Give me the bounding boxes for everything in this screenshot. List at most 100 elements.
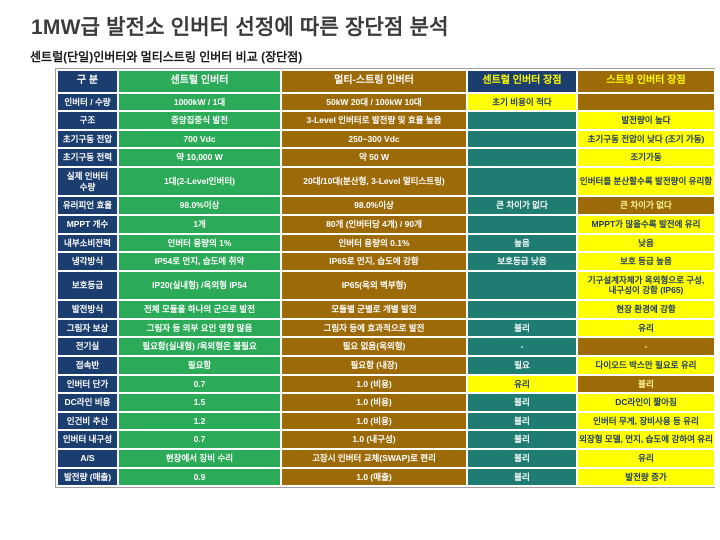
string-advantage-cell: - (576, 336, 716, 357)
table-row: A/S 현장에서 장비 수리 고장시 인버터 교체(SWAP)로 편리 불리 유리 (56, 448, 716, 469)
central-advantage-cell: 유리 (466, 373, 578, 395)
header-central-inverter: 센트럴 인버터 (117, 69, 282, 94)
row-label-cell: 보호등급 (56, 269, 119, 302)
page-subtitle: 센트럴(단일)인버터와 멀티스트링 인버터 비교 (장단점) (30, 50, 303, 64)
central-inverter-cell: 1개 (117, 213, 282, 235)
row-label-cell: DC라인 비용 (56, 392, 119, 413)
central-inverter-cell: IP54로 먼지, 습도에 취약 (117, 251, 282, 272)
row-label-cell: 인건비 추산 (56, 410, 119, 432)
central-advantage-cell (466, 269, 578, 302)
string-advantage-cell: 발전량이 높다 (576, 110, 716, 131)
header-string-advantage: 스트링 인버터 장점 (576, 69, 716, 94)
multi-string-cell: IP65로 먼지, 습도에 강함 (280, 251, 468, 272)
header-row: 구 분 센트럴 인버터 멀티-스트링 인버터 센트럴 인버터 장점 스트링 인버… (56, 69, 716, 94)
multi-string-cell: 50kW 20대 / 100kW 10대 (280, 91, 468, 113)
central-advantage-cell (466, 128, 578, 150)
row-label-cell: 인버터 단가 (56, 373, 119, 395)
string-advantage-cell: DC라인이 짧아짐 (576, 392, 716, 413)
central-advantage-cell (466, 165, 578, 198)
central-inverter-cell: 1000kW / 1대 (117, 91, 282, 113)
table-row: 접속반 필요함 필요함 (내장) 필요 다이오드 박스만 필요로 유리 (56, 354, 716, 376)
string-advantage-cell: 유리 (576, 317, 716, 339)
row-label-cell: 발전량 (매출) (56, 466, 119, 488)
multi-string-cell: 필요함 (내장) (280, 354, 468, 376)
table-row: 인버터 단가 0.7 1.0 (비용) 유리 불리 (56, 373, 716, 395)
row-label-cell: A/S (56, 448, 119, 469)
central-inverter-cell: 필요함(실내형) /옥외형은 불필요 (117, 336, 282, 357)
central-advantage-cell: 불리 (466, 429, 578, 450)
table-row: 초기구동 전압 700 Vdc 250~300 Vdc 초기구동 전압이 낮다 (조기… (56, 128, 716, 150)
string-advantage-cell: 낮음 (576, 232, 716, 254)
table-row: 내부소비전력 인버터 용량의 1% 인버터 용량의 0.1% 높음 낮음 (56, 232, 716, 254)
central-inverter-cell: 0.9 (117, 466, 282, 488)
row-label-cell: 실제 인버터 수량 (56, 165, 119, 198)
central-advantage-cell: - (466, 336, 578, 357)
central-advantage-cell (466, 299, 578, 320)
string-advantage-cell: 발전량 증가 (576, 466, 716, 488)
central-advantage-cell: 불리 (466, 392, 578, 413)
table-row: 냉각방식 IP54로 먼지, 습도에 취약 IP65로 먼지, 습도에 강함 보호등급… (56, 251, 716, 272)
central-advantage-cell: 불리 (466, 317, 578, 339)
central-inverter-cell: 0.7 (117, 373, 282, 395)
multi-string-cell: 80개 (인버터당 4개) / 90개 (280, 213, 468, 235)
central-inverter-cell: 1대(2-Level인버터) (117, 165, 282, 198)
central-advantage-cell: 불리 (466, 448, 578, 469)
row-label-cell: MPPT 개수 (56, 213, 119, 235)
central-advantage-cell: 보호등급 낮음 (466, 251, 578, 272)
row-label-cell: 접속반 (56, 354, 119, 376)
table-row: 그림자 보상 그림자 등 외부 요인 영향 많음 그림자 등에 효과적으로 발전 불리… (56, 317, 716, 339)
string-advantage-cell (576, 91, 716, 113)
page-title: 1MW급 발전소 인버터 선정에 따른 장단점 분석 (31, 16, 449, 39)
central-inverter-cell: 그림자 등 외부 요인 영향 많음 (117, 317, 282, 339)
comparison-table: 구 분 센트럴 인버터 멀티-스트링 인버터 센트럴 인버터 장점 스트링 인버… (56, 69, 716, 488)
row-label-cell: 내부소비전력 (56, 232, 119, 254)
multi-string-cell: 98.0%이상 (280, 195, 468, 216)
string-advantage-cell: MPPT가 많을수록 발전에 유리 (576, 213, 716, 235)
row-label-cell: 유러피언 효율 (56, 195, 119, 216)
string-advantage-cell: 인버터 무게, 장비사용 등 유리 (576, 410, 716, 432)
central-inverter-cell: 중앙집중식 발전 (117, 110, 282, 131)
string-advantage-cell: 외장형 모델, 먼지, 습도에 강하여 유리 (576, 429, 716, 450)
multi-string-cell: 250~300 Vdc (280, 128, 468, 150)
table-row: 인버터 내구성 0.7 1.0 (내구성) 불리 외장형 모델, 먼지, 습도에 강하여… (56, 429, 716, 450)
string-advantage-cell: 다이오드 박스만 필요로 유리 (576, 354, 716, 376)
string-advantage-cell: 초기구동 전압이 낮다 (조기 가동) (576, 128, 716, 150)
table-row: 구조 중앙집중식 발전 3-Level 인버터로 발전량 및 효율 높음 발전량이 높… (56, 110, 716, 131)
row-label-cell: 그림자 보상 (56, 317, 119, 339)
table-row: 인버터 / 수량 1000kW / 1대 50kW 20대 / 100kW 10대 초… (56, 91, 716, 113)
table-row: 전기실 필요함(실내형) /옥외형은 불필요 필요 없음(옥외형) - - (56, 336, 716, 357)
central-advantage-cell (466, 213, 578, 235)
table-row: 보호등급 IP20(실내형) /옥외형 IP54 IP65(옥외 벽부형) 기구설계자… (56, 269, 716, 302)
row-label-cell: 발전방식 (56, 299, 119, 320)
central-inverter-cell: 98.0%이상 (117, 195, 282, 216)
row-label-cell: 초기구동 전력 (56, 147, 119, 168)
multi-string-cell: 1.0 (매출) (280, 466, 468, 488)
central-inverter-cell: 1.2 (117, 410, 282, 432)
central-advantage-cell (466, 147, 578, 168)
central-inverter-cell: 인버터 용량의 1% (117, 232, 282, 254)
multi-string-cell: IP65(옥외 벽부형) (280, 269, 468, 302)
string-advantage-cell: 조기가동 (576, 147, 716, 168)
table-row: DC라인 비용 1.5 1.0 (비용) 불리 DC라인이 짧아짐 (56, 392, 716, 413)
central-advantage-cell: 높음 (466, 232, 578, 254)
string-advantage-cell: 유리 (576, 448, 716, 469)
row-label-cell: 전기실 (56, 336, 119, 357)
multi-string-cell: 모듈별 군별로 개별 발전 (280, 299, 468, 320)
row-label-cell: 인버터 / 수량 (56, 91, 119, 113)
table-row: 유러피언 효율 98.0%이상 98.0%이상 큰 차이가 없다 큰 차이가 없다 (56, 195, 716, 216)
table-row: 실제 인버터 수량 1대(2-Level인버터) 20대/10대(분산형, 3-Le… (56, 165, 716, 198)
central-advantage-cell (466, 110, 578, 131)
multi-string-cell: 20대/10대(분산형, 3-Level 멀티스트링) (280, 165, 468, 198)
row-label-cell: 구조 (56, 110, 119, 131)
table-row: MPPT 개수 1개 80개 (인버터당 4개) / 90개 MPPT가 많을수록 발… (56, 213, 716, 235)
central-inverter-cell: 약 10,000 W (117, 147, 282, 168)
string-advantage-cell: 큰 차이가 없다 (576, 195, 716, 216)
central-advantage-cell: 필요 (466, 354, 578, 376)
central-inverter-cell: 전체 모듈을 하나의 군으로 발전 (117, 299, 282, 320)
central-inverter-cell: IP20(실내형) /옥외형 IP54 (117, 269, 282, 302)
central-inverter-cell: 700 Vdc (117, 128, 282, 150)
central-inverter-cell: 1.5 (117, 392, 282, 413)
